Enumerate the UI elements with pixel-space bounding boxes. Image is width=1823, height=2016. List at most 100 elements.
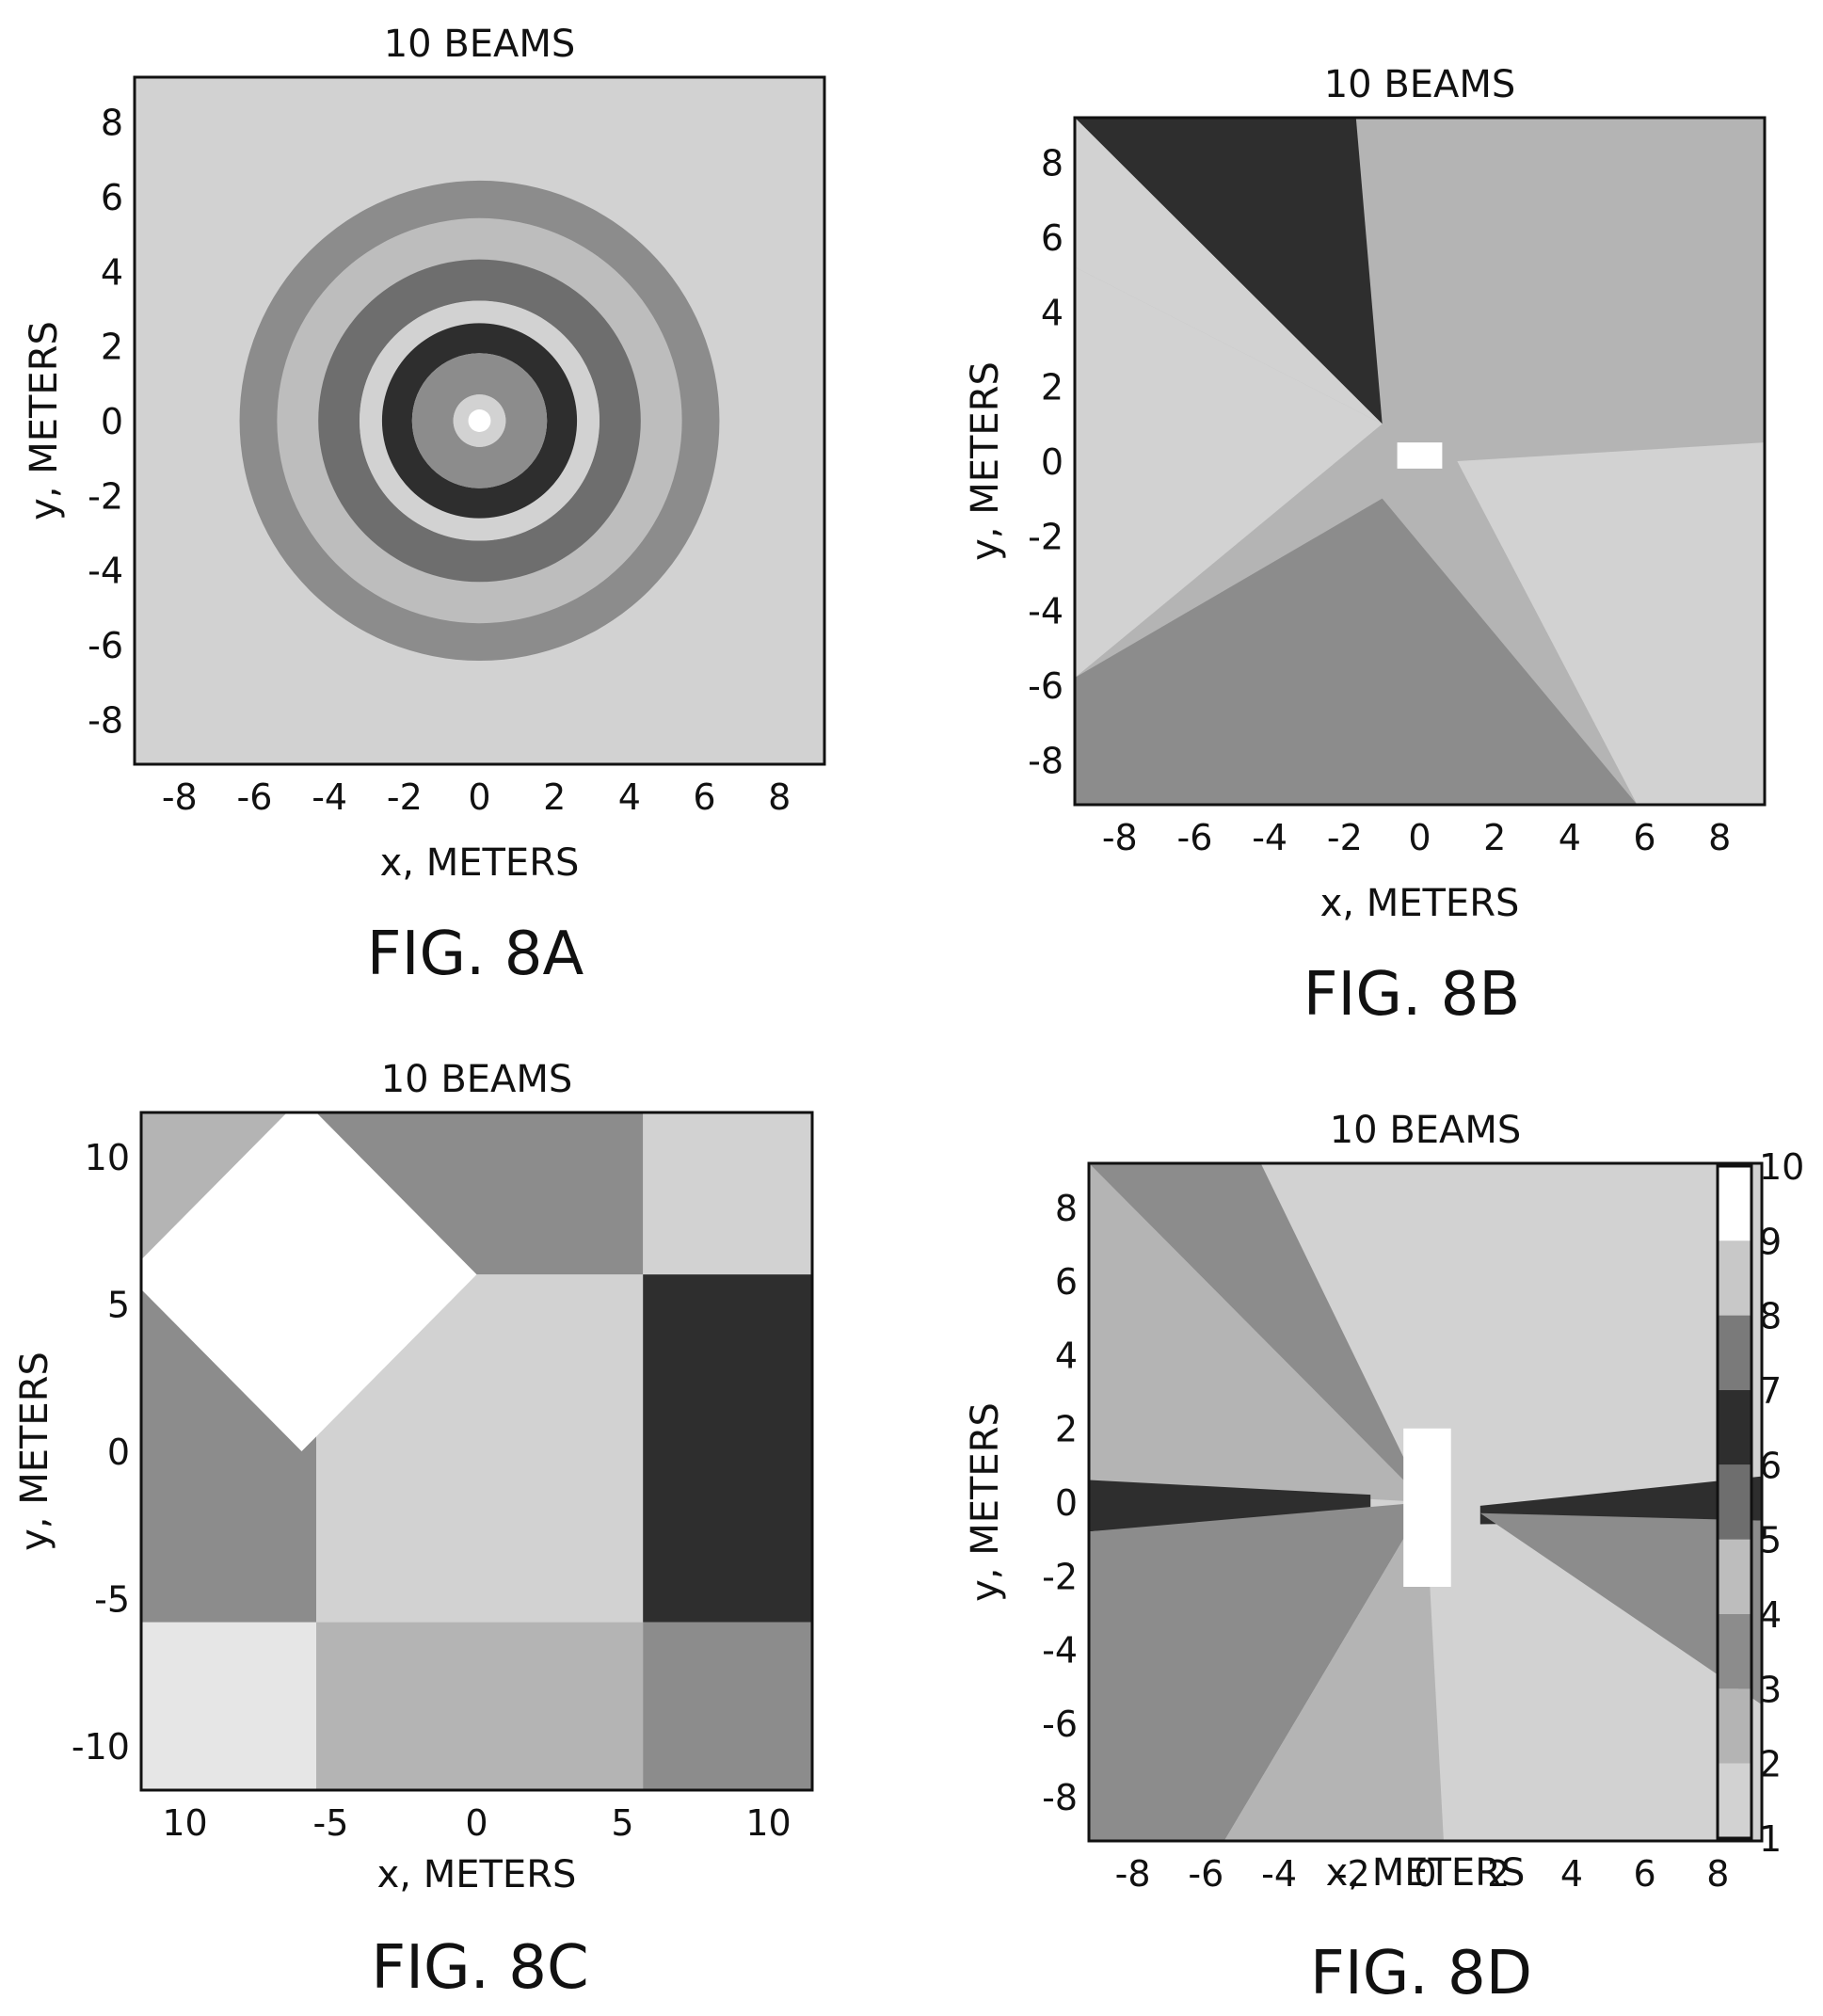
x-tick-label: -6 (237, 776, 273, 818)
x-tick-label: 2 (543, 776, 566, 818)
y-tick-label: 0 (101, 401, 123, 442)
colorbar-tick-label: 8 (1759, 1296, 1782, 1337)
heatmap-ring-4 (381, 323, 578, 519)
x-tick-label: 4 (1560, 1853, 1583, 1895)
y-tick-label: -2 (88, 475, 123, 517)
y-tick-label: -6 (1028, 665, 1063, 707)
x-tick-label: 0 (1414, 1853, 1436, 1895)
y-tick-label: 4 (101, 251, 123, 293)
x-axis-label: x, METERS (1326, 1851, 1526, 1895)
figure-caption: FIG. 8C (371, 1933, 588, 2003)
x-axis-label: x, METERS (380, 841, 580, 885)
y-axis-label: y, METERS (23, 321, 66, 520)
x-tick-label: 8 (768, 776, 791, 818)
x-tick-label: -5 (313, 1802, 349, 1844)
y-tick-label: -2 (1028, 516, 1063, 557)
y-tick-label: 2 (101, 327, 123, 368)
heatmap-region-3 (643, 1112, 812, 1275)
x-axis-label: x, METERS (377, 1853, 577, 1896)
x-tick-label: -6 (1188, 1853, 1223, 1895)
heatmap-region-2 (1075, 118, 1383, 424)
x-tick-label: -2 (1335, 1853, 1370, 1895)
x-tick-label: 2 (1487, 1853, 1510, 1895)
x-tick-label: 10 (162, 1802, 207, 1844)
plot-frame (1087, 1161, 1764, 1843)
plot-area (141, 1112, 812, 1790)
y-tick-label: 0 (107, 1432, 130, 1473)
plot-area (1089, 1163, 1762, 1841)
x-tick-label: -2 (1327, 817, 1363, 858)
colorbar-frame (1716, 1164, 1753, 1840)
heatmap-region-4 (1223, 1502, 1444, 1841)
plot-frame (1073, 116, 1767, 807)
y-tick-label: 6 (101, 177, 123, 218)
y-tick-label: -8 (1042, 1777, 1078, 1818)
y-tick-label: -4 (1028, 591, 1063, 632)
heatmap-region-1 (1075, 118, 1383, 424)
figure-caption: FIG. 8A (367, 920, 584, 989)
y-tick-label: 4 (1055, 1335, 1078, 1376)
x-tick-label: 8 (1706, 1853, 1729, 1895)
x-tick-label: 6 (1633, 817, 1655, 858)
x-tick-label: 0 (465, 1802, 488, 1844)
colorbar-tick-label: 6 (1759, 1445, 1782, 1486)
x-tick-label: 2 (1483, 817, 1506, 858)
heatmap-region-8 (643, 1622, 812, 1790)
heatmap-ring-7 (468, 409, 491, 432)
y-tick-label: 0 (1041, 441, 1063, 483)
heatmap-region-5 (1457, 442, 1765, 805)
x-tick-label: 4 (1559, 817, 1581, 858)
y-tick-label: -10 (72, 1726, 130, 1768)
panel-8d: 10 BEAMS -8 -6 -4 -2 0 2 4 6 8 8 6 4 2 0 -2 -4 -6 -8 x, MET… (964, 1109, 1804, 2008)
colorbar-tick-label: 3 (1759, 1669, 1782, 1710)
y-tick-label: 8 (101, 103, 123, 144)
colorbar-tick-label: 1 (1759, 1818, 1782, 1860)
y-tick-label: 2 (1055, 1409, 1078, 1450)
colorbar-segment (1718, 1688, 1751, 1764)
x-tick-label: 5 (611, 1802, 633, 1844)
heatmap-region-3 (1089, 1502, 1426, 1841)
plot-area (135, 77, 824, 764)
x-tick-label: -8 (1115, 1853, 1151, 1895)
y-tick-label: 8 (1041, 143, 1063, 184)
chart-title: 10 BEAMS (1324, 63, 1516, 106)
colorbar-segment (1718, 1166, 1751, 1241)
heatmap-ring-6 (453, 394, 506, 447)
figure-caption: FIG. 8B (1303, 960, 1521, 1030)
colorbar-tick-label: 5 (1759, 1520, 1782, 1561)
x-tick-label: -4 (1252, 817, 1287, 858)
y-tick-label: 6 (1055, 1261, 1078, 1303)
y-tick-label: 10 (85, 1137, 130, 1178)
chart-title: 10 BEAMS (1330, 1109, 1522, 1152)
colorbar-tick-label: 10 (1759, 1146, 1804, 1188)
x-tick-label: 0 (1408, 817, 1431, 858)
heatmap-region-4 (316, 1274, 644, 1623)
colorbar-segment (1718, 1614, 1751, 1689)
colorbar-segment (1718, 1763, 1751, 1838)
plot-frame (139, 1111, 814, 1792)
heatmap-ring-5 (411, 353, 548, 488)
heatmap-region-6 (1479, 1512, 1762, 1705)
plot-area (1075, 118, 1765, 805)
heatmap-region-7 (316, 1622, 644, 1790)
heatmap-region-7 (1403, 1428, 1451, 1587)
colorbar-segment (1718, 1315, 1751, 1390)
colorbar-segment (1718, 1539, 1751, 1614)
y-tick-label: -5 (94, 1579, 130, 1621)
colorbar-segment (1718, 1390, 1751, 1465)
x-tick-label: 6 (693, 776, 715, 818)
y-tick-label: 0 (1055, 1482, 1078, 1524)
colorbar-tick-label: 2 (1759, 1744, 1782, 1785)
y-tick-label: -4 (88, 551, 123, 592)
heatmap-region-4 (1075, 498, 1638, 805)
y-tick-label: -2 (1042, 1556, 1078, 1597)
heatmap-region-6 (1397, 442, 1443, 469)
panel-8b: 10 BEAMS -8 -6 -4 -2 0 2 4 6 8 8 6 4 2 0 -2 -4 -6 -8 x, MET… (964, 63, 1767, 1030)
chart-title: 10 BEAMS (384, 23, 576, 66)
colorbar-segment (1718, 1240, 1751, 1316)
heatmap-region-6 (141, 1622, 316, 1790)
y-tick-label: -8 (88, 699, 123, 741)
x-tick-label: -8 (162, 776, 198, 818)
heatmap-region-9 (141, 1112, 477, 1451)
